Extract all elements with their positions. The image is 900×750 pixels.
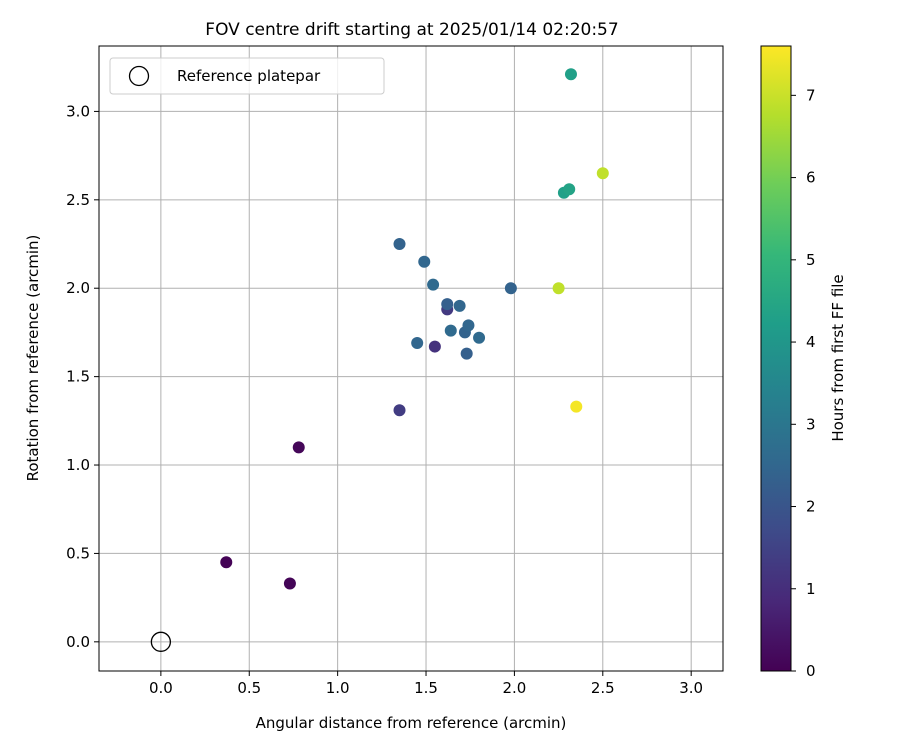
scatter-point xyxy=(444,324,457,337)
colorbar-tick-label: 2 xyxy=(806,498,816,516)
y-tick-label: 1.5 xyxy=(66,368,90,386)
colorbar: 0 1 2 3 4 5 6 7 Hours from first FF file xyxy=(760,45,847,680)
scatter-point xyxy=(393,404,406,417)
y-tick-label: 0.0 xyxy=(66,633,90,651)
scatter-point xyxy=(570,400,583,413)
legend: Reference platepar xyxy=(109,57,385,95)
y-tick-label: 2.5 xyxy=(66,191,90,209)
scatter-point xyxy=(552,282,565,295)
scatter-point xyxy=(504,282,517,295)
scatter-point xyxy=(564,68,577,81)
reference-platepar-marker xyxy=(150,631,172,652)
scatter-point xyxy=(473,331,486,344)
scatter-point xyxy=(596,167,609,180)
colorbar-tick-label: 6 xyxy=(806,169,816,187)
scatter-point xyxy=(460,347,473,360)
scatter-point xyxy=(427,278,440,291)
colorbar-tick-label: 4 xyxy=(806,333,816,351)
data-points xyxy=(150,68,609,652)
y-tick-label: 3.0 xyxy=(66,102,90,120)
scatter-point xyxy=(418,255,431,268)
scatter-point xyxy=(292,441,305,454)
scatter-point xyxy=(441,298,454,311)
colorbar-ticks: 0 1 2 3 4 5 6 7 xyxy=(791,86,816,680)
y-tick-label: 2.0 xyxy=(66,279,90,297)
scatter-point xyxy=(563,183,576,196)
colorbar-gradient xyxy=(760,45,792,672)
x-axis-label: Angular distance from reference (arcmin) xyxy=(256,714,567,732)
scatter-point xyxy=(411,337,424,350)
scatter-point xyxy=(220,556,233,569)
y-tick-label: 0.5 xyxy=(66,544,90,562)
colorbar-tick-label: 0 xyxy=(806,662,816,680)
legend-box xyxy=(109,57,385,95)
colorbar-label: Hours from first FF file xyxy=(829,274,847,441)
scatter-point xyxy=(283,577,296,590)
y-axis-label: Rotation from reference (arcmin) xyxy=(24,235,42,482)
legend-marker-reference xyxy=(128,65,150,87)
x-tick-label: 2.0 xyxy=(502,679,526,697)
chart-title: FOV centre drift starting at 2025/01/14 … xyxy=(205,20,618,40)
colorbar-tick-label: 7 xyxy=(806,86,816,104)
colorbar-tick-label: 1 xyxy=(806,580,816,598)
colorbar-tick-label: 5 xyxy=(806,251,816,269)
colorbar-tick-label: 3 xyxy=(806,415,816,433)
scatter-point xyxy=(428,340,441,353)
plot-frame xyxy=(98,45,724,672)
scatter-point xyxy=(393,238,406,251)
x-tick-label: 1.5 xyxy=(414,679,438,697)
x-tick-label: 0.0 xyxy=(149,679,173,697)
scatter-point xyxy=(453,299,466,312)
grid xyxy=(99,46,723,671)
x-tick-label: 3.0 xyxy=(679,679,703,697)
x-tick-label: 0.5 xyxy=(237,679,261,697)
scatter-point xyxy=(462,319,475,332)
legend-label-reference: Reference platepar xyxy=(177,67,321,85)
x-tick-label: 2.5 xyxy=(591,679,615,697)
axes: 0.0 0.5 1.0 1.5 2.0 2.5 3.0 0.0 0.5 1.0 1.5 2.0 2.5 3… xyxy=(66,45,724,697)
x-tick-label: 1.0 xyxy=(326,679,350,697)
y-tick-label: 1.0 xyxy=(66,456,90,474)
